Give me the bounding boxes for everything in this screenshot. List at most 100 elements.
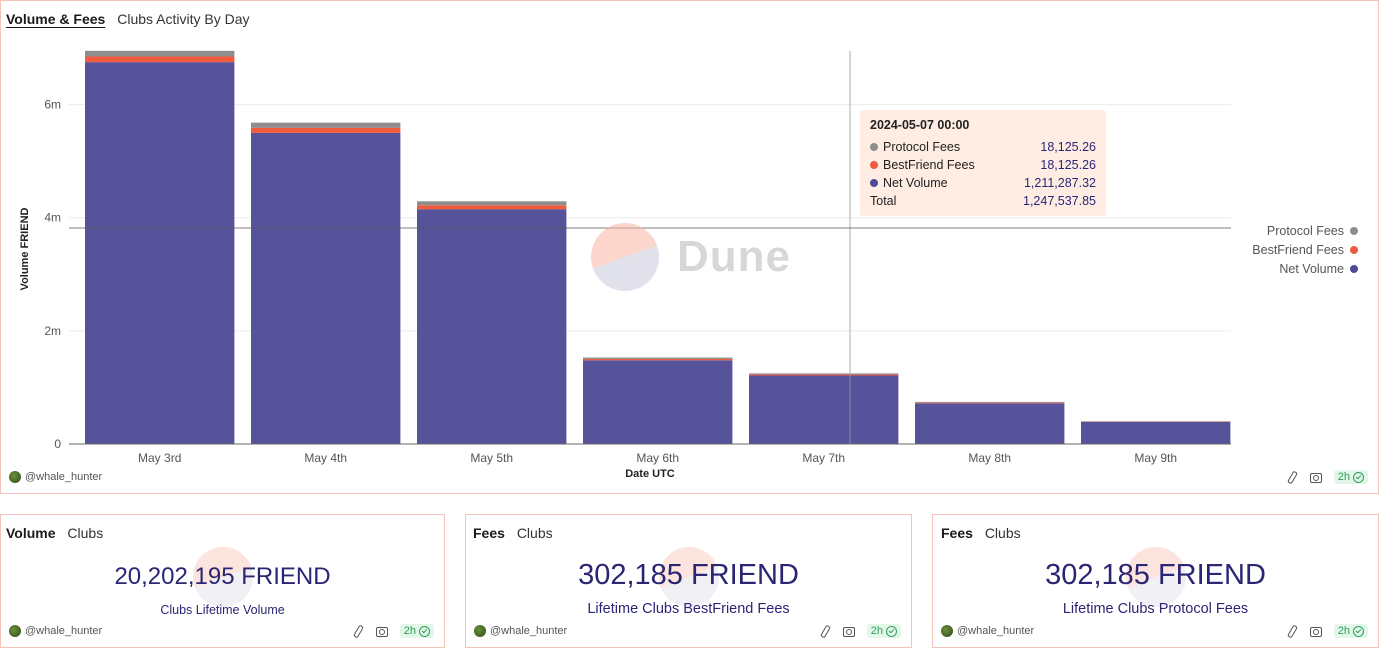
panel-title: Volume & Fees Clubs Activity By Day — [6, 11, 249, 27]
author-footer: @whale_hunter — [474, 625, 567, 637]
panel-actions: 2h — [1286, 624, 1368, 638]
author-footer: @whale_hunter — [9, 625, 102, 637]
counter-value: 302,185 FRIEND — [1045, 559, 1266, 591]
bar-segment[interactable] — [417, 205, 567, 210]
bar-segment[interactable] — [583, 357, 733, 359]
dot-icon — [1350, 226, 1358, 235]
author-name[interactable]: @whale_hunter — [957, 625, 1035, 637]
author-name[interactable]: @whale_hunter — [25, 625, 103, 637]
bars — [85, 50, 1231, 445]
bar-segment[interactable] — [251, 132, 401, 444]
counter-label: Lifetime Clubs BestFriend Fees — [587, 601, 790, 617]
edit-icon[interactable] — [352, 625, 364, 637]
bar-segment[interactable] — [251, 127, 401, 133]
x-tick-label: May 8th — [968, 451, 1011, 465]
bar-segment[interactable] — [85, 50, 235, 57]
tab-clubs[interactable]: Clubs — [516, 525, 553, 541]
x-tick-label: May 4th — [304, 451, 347, 465]
y-tick-label: 4m — [44, 211, 61, 225]
bar-segment[interactable] — [85, 56, 235, 63]
panel-title: Fees Clubs — [473, 525, 553, 541]
bar-segment[interactable] — [85, 62, 235, 445]
y-tick-label: 6m — [44, 98, 61, 112]
x-axis-title: Date UTC — [625, 468, 675, 480]
check-icon — [886, 625, 897, 637]
bar-segment[interactable] — [251, 122, 401, 128]
dune-logo-icon — [591, 223, 659, 291]
counter-label: Clubs Lifetime Volume — [160, 603, 285, 617]
author-footer: @whale_hunter — [9, 471, 102, 483]
camera-icon[interactable] — [1309, 627, 1322, 637]
bar-segment[interactable] — [749, 373, 899, 375]
avatar — [474, 625, 486, 637]
panel-actions: 2h — [819, 624, 901, 638]
dune-watermark-text: Dune — [677, 232, 791, 281]
author-name[interactable]: @whale_hunter — [490, 625, 568, 637]
bar-segment[interactable] — [583, 360, 733, 444]
tab-clubs[interactable]: Clubs — [67, 525, 104, 541]
edit-icon[interactable] — [1286, 471, 1298, 483]
tab-clubs[interactable]: Clubs — [984, 525, 1021, 541]
refresh-badge: 2h — [866, 624, 901, 638]
tab-clubs-activity[interactable]: Clubs Activity By Day — [117, 11, 250, 27]
tooltip-row-net-volume: Net Volume 1,211,287.32 — [870, 174, 1096, 192]
bar-segment[interactable] — [1081, 421, 1231, 444]
tooltip-title: 2024-05-07 00:00 — [870, 118, 970, 132]
x-tick-label: May 5th — [470, 451, 513, 465]
bar-segment[interactable] — [749, 375, 899, 444]
bar-segment[interactable] — [749, 374, 899, 376]
bar-segment[interactable] — [417, 201, 567, 206]
check-icon — [1353, 471, 1364, 483]
camera-icon[interactable] — [1309, 473, 1322, 483]
refresh-badge: 2h — [1333, 470, 1368, 484]
edit-icon[interactable] — [1286, 625, 1298, 637]
counter-label: Lifetime Clubs Protocol Fees — [1062, 601, 1249, 617]
dot-icon — [870, 143, 878, 151]
avatar — [941, 625, 953, 637]
edit-icon[interactable] — [819, 625, 831, 637]
author-footer: @whale_hunter — [941, 625, 1034, 637]
legend-item-net-volume[interactable]: Net Volume — [1252, 259, 1358, 278]
author-name[interactable]: @whale_hunter — [25, 471, 103, 483]
dot-icon — [1350, 245, 1358, 254]
tooltip-row-bestfriend: BestFriend Fees 18,125.26 — [870, 156, 1096, 174]
dune-logo-icon — [659, 547, 719, 607]
tooltip-row-total: Total 1,247,537.85 — [870, 194, 1096, 208]
x-tick-label: May 6th — [636, 451, 679, 465]
bar-segment[interactable] — [583, 358, 733, 361]
counter-panel-bestfriend-fees: Fees Clubs 302,185 FRIEND Lifetime Clubs… — [465, 514, 912, 648]
chart-tooltip: 2024-05-07 00:00 Protocol Fees 18,125.26… — [860, 110, 1106, 216]
panel-title: Fees Clubs — [941, 525, 1021, 541]
tab-fees[interactable]: Fees — [473, 525, 505, 541]
y-axis-title: Volume FRIEND — [19, 207, 31, 290]
avatar — [9, 625, 21, 637]
legend-item-bestfriend-fees[interactable]: BestFriend Fees — [1252, 240, 1358, 259]
dune-logo-icon — [1126, 547, 1186, 607]
x-tick-label: May 9th — [1134, 451, 1177, 465]
bar-segment[interactable] — [417, 209, 567, 444]
tab-volume-fees[interactable]: Volume & Fees — [6, 11, 106, 27]
x-tick-label: May 3rd — [138, 451, 181, 465]
dot-icon — [870, 161, 878, 169]
avatar — [9, 471, 21, 483]
panel-actions: 2h — [352, 624, 434, 638]
camera-icon[interactable] — [375, 627, 388, 637]
panel-actions: 2h — [1286, 470, 1368, 484]
legend-item-protocol-fees[interactable]: Protocol Fees — [1252, 221, 1358, 240]
tab-fees[interactable]: Fees — [941, 525, 973, 541]
counter-panel-volume: Volume Clubs 20,202,195 FRIEND Clubs Lif… — [0, 514, 445, 648]
camera-icon[interactable] — [842, 627, 855, 637]
refresh-badge: 2h — [1333, 624, 1368, 638]
chart-legend: Protocol Fees BestFriend Fees Net Volume — [1252, 221, 1358, 278]
panel-title: Volume Clubs — [6, 525, 103, 541]
counter-value: 20,202,195 FRIEND — [114, 563, 331, 590]
tab-volume[interactable]: Volume — [6, 525, 56, 541]
check-icon — [1353, 625, 1364, 637]
bar-segment[interactable] — [915, 401, 1065, 403]
bar-segment[interactable] — [915, 402, 1065, 404]
dune-logo-icon — [193, 547, 253, 607]
bar-segment[interactable] — [915, 403, 1065, 444]
dot-icon — [1350, 264, 1358, 273]
counter-panel-protocol-fees: Fees Clubs 302,185 FRIEND Lifetime Clubs… — [932, 514, 1379, 648]
dot-icon — [870, 179, 878, 187]
